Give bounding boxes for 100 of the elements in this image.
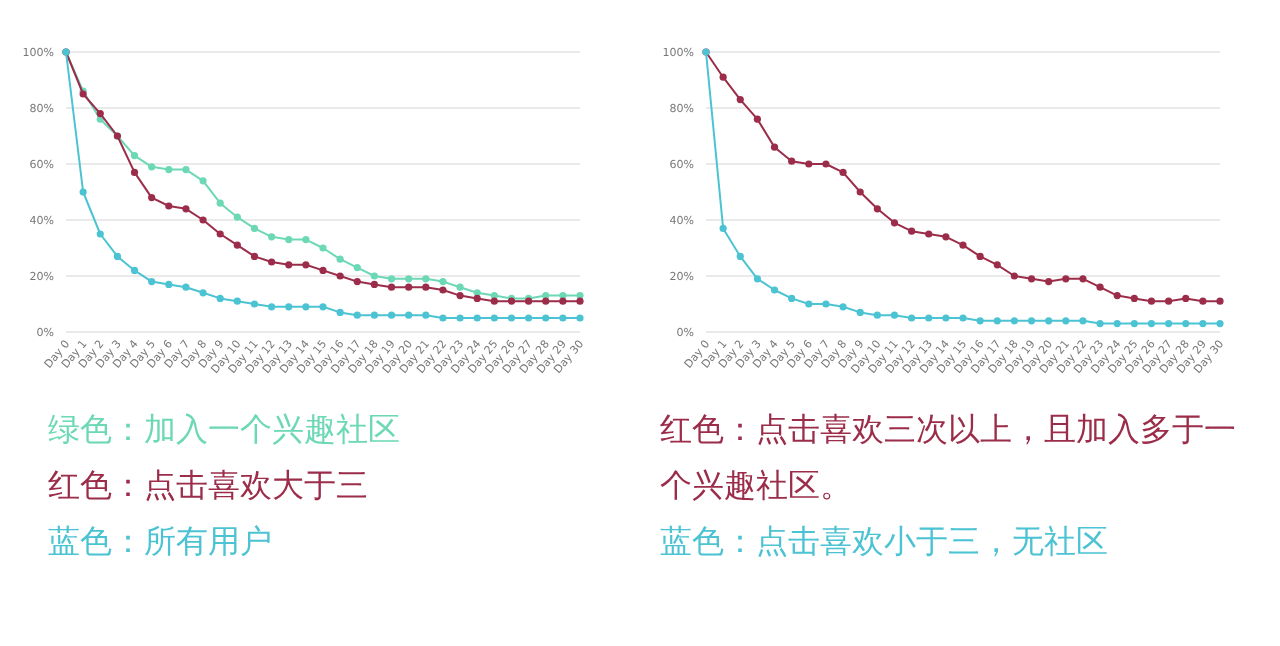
point [1010,272,1018,280]
point [1062,275,1070,283]
point [456,283,464,291]
point [1130,320,1138,328]
point [770,143,779,151]
point [216,199,224,207]
point [942,314,950,322]
point [405,275,413,283]
point [353,278,361,286]
point [719,73,727,81]
point [925,230,933,238]
text: 绿色：加入一个兴趣社区 [48,410,400,448]
point [199,289,207,297]
point [993,261,1001,269]
point [1096,320,1104,328]
point [233,241,241,249]
point [1062,317,1070,325]
point [182,205,190,213]
point [336,255,344,263]
point [1045,317,1053,325]
point [370,311,378,319]
text: 红色：点击喜欢三次以上，且加入多于一个兴趣社区。 [660,410,1236,504]
point [216,230,224,238]
point [250,224,259,232]
point [148,194,156,202]
point [199,177,207,185]
point [422,311,430,319]
point [285,236,293,244]
point [1165,320,1173,328]
point [1079,317,1087,325]
point [753,115,761,123]
point [285,303,293,311]
point [182,166,190,174]
point [422,275,430,283]
point [873,205,881,213]
point [822,160,830,168]
point [1216,320,1224,328]
point [456,314,464,322]
point [439,286,447,294]
point [1113,292,1121,300]
point [473,314,481,322]
text: 蓝色：点击喜欢小于三，无社区 [660,522,1108,560]
point [250,252,259,260]
point [233,297,241,305]
point [405,311,413,319]
point [130,266,139,274]
point [507,314,516,322]
point [1147,297,1156,305]
point [805,300,813,308]
point [576,297,584,305]
point [148,278,156,286]
point [559,314,567,322]
point [130,152,139,160]
point [542,292,550,300]
point [182,283,190,291]
point [336,272,344,280]
point [353,264,361,272]
point [370,280,378,288]
point [387,283,396,291]
point [925,314,933,322]
point [490,297,498,305]
text: 红色：点击喜欢大于三 [48,466,368,504]
point [788,157,796,165]
point [336,308,344,316]
point [839,168,847,176]
point [1165,297,1173,305]
point [1045,278,1053,286]
point [285,261,293,269]
point [387,275,396,283]
point [856,308,864,316]
point [770,286,779,294]
point [942,233,950,241]
point [439,314,447,322]
point [302,236,310,244]
point [130,168,139,176]
point [302,261,310,269]
point [319,266,327,274]
point [525,314,533,322]
point [890,311,899,319]
point [96,230,104,238]
point [788,294,796,302]
point [319,244,327,252]
point [490,292,498,300]
point [268,258,276,266]
point [1216,297,1224,305]
point [736,252,744,260]
point [1096,283,1104,291]
point [908,314,916,322]
point [805,160,813,168]
point [370,272,378,280]
point [959,314,967,322]
point [96,110,104,118]
point [319,303,327,311]
point [473,289,481,297]
point [490,314,498,322]
point [1147,320,1156,328]
point [576,314,584,322]
point [473,294,481,302]
point [113,252,121,260]
point [1130,294,1138,302]
